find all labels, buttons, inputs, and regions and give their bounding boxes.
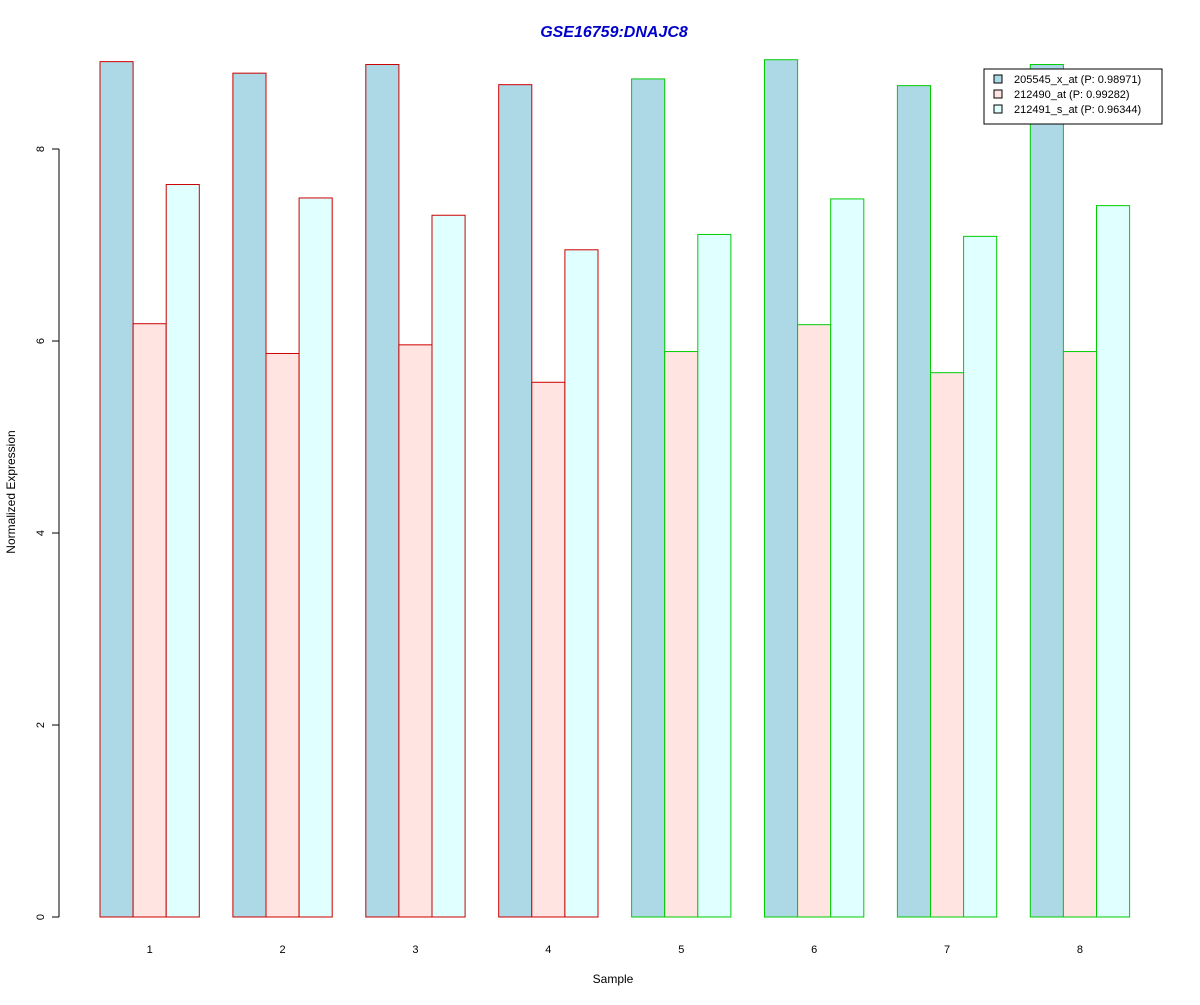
x-tick-label: 1 [147,944,153,956]
x-tick-label: 6 [811,944,817,956]
bar-sample-8-series-2 [1062,351,1098,918]
legend-label-2: 212490_at (P: 0.99282) [1014,89,1130,101]
bar-sample-3-series-3 [431,214,466,918]
legend-swatch-3 [993,104,1003,114]
bar-sample-2-series-1 [232,72,267,918]
bar-sample-4-series-1 [498,84,533,918]
bar-sample-1-series-1 [99,61,134,918]
bar-sample-2-series-3 [298,197,333,918]
bar-sample-6-series-3 [830,198,865,918]
legend-box [983,68,1163,125]
bar-sample-5-series-1 [631,78,666,918]
legend-label-1: 205545_x_at (P: 0.98971) [1014,74,1141,86]
bars-layer [99,59,1131,918]
bar-sample-1-series-3 [165,184,200,918]
bar-sample-8-series-1 [1029,64,1064,918]
chart-title: GSE16759:DNAJC8 [540,24,688,41]
legend-label-3: 212491_s_at (P: 0.96344) [1014,104,1141,116]
bar-sample-5-series-2 [664,351,699,918]
x-tick-label: 8 [1077,944,1083,956]
legend: 205545_x_at (P: 0.98971) 212490_at (P: 0.… [983,68,1163,125]
y-tick-label: 2 [35,722,47,728]
x-tick-label: 3 [412,944,418,956]
bar-sample-7-series-3 [963,235,998,918]
y-tick-label: 6 [35,338,47,344]
x-axis-label: Sample [593,972,634,986]
y-axis-label: Normalized Expression [4,430,18,553]
bar-sample-4-series-3 [564,249,599,918]
bar-sample-3-series-2 [398,344,433,918]
y-tick-label: 8 [35,146,47,152]
bar-sample-8-series-3 [1096,205,1131,918]
y-tick-label: 4 [35,530,47,536]
bar-sample-4-series-2 [531,381,566,918]
bar-sample-6-series-2 [797,324,832,918]
y-axis: 0 2 4 6 8 [35,146,60,920]
x-tick-labels: 1 2 3 4 5 6 7 8 [147,944,1083,956]
bar-sample-5-series-3 [697,233,732,918]
y-tick-label: 0 [35,914,47,920]
bar-sample-2-series-2 [265,352,300,918]
bar-sample-1-series-2 [132,323,167,918]
bar-sample-7-series-2 [930,372,965,918]
legend-swatch-1 [993,74,1003,84]
x-tick-label: 7 [944,944,950,956]
legend-swatch-2 [993,89,1003,99]
x-tick-label: 2 [279,944,285,956]
x-tick-label: 5 [678,944,684,956]
bar-sample-7-series-1 [896,85,932,918]
bar-sample-6-series-1 [764,59,799,918]
bar-sample-3-series-1 [365,64,400,918]
x-tick-label: 4 [545,944,551,956]
